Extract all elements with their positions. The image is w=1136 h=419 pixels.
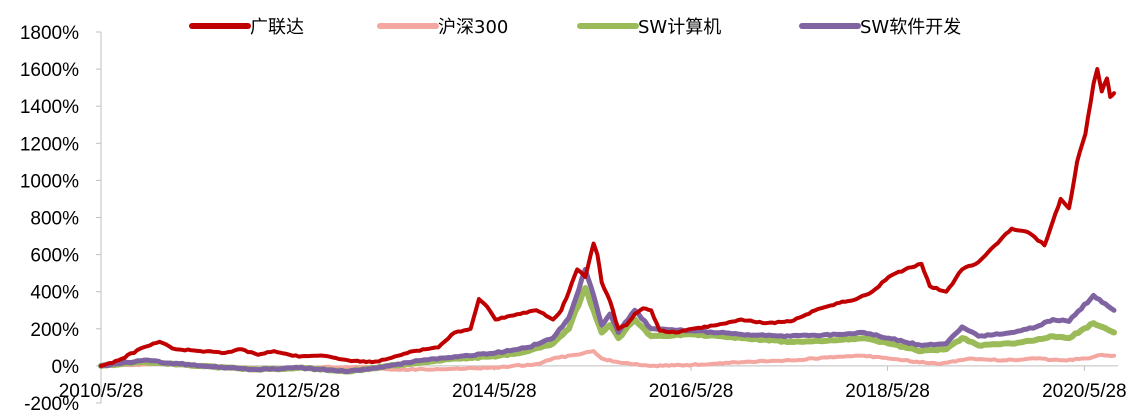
y-tick-label: 0% [52,357,80,378]
y-tick-label: 400% [30,283,79,304]
y-tick-label: -200% [24,394,79,415]
y-tick-label: 1400% [20,97,79,118]
axes [100,32,1118,403]
series-line-3 [98,266,1117,374]
x-tick-label: 2016/5/28 [649,381,734,402]
x-tick-label: 2010/5/28 [59,381,144,402]
y-tick-label: 600% [30,246,79,267]
legend: 广联达 沪深300 SW计算机 SW软件开发 [189,17,961,38]
y-tick-label: 1000% [20,171,79,192]
y-axis-ticks: -200% 0% 200% 400% 600% 800% 1000% 1200% 1400% 16… [20,23,101,415]
x-axis-ticks: 2010/5/28 2012/5/28 2014/5/28 2016/5/28 2018… [59,365,1127,402]
y-tick-label: 1600% [20,60,79,81]
series-layer [98,67,1117,375]
y-tick-label: 800% [30,209,79,230]
x-tick-label: 2012/5/28 [256,381,341,402]
series-line-0 [99,67,1116,368]
x-tick-label: 2018/5/28 [845,381,930,402]
y-tick-label: 1800% [20,23,79,44]
x-tick-label: 2014/5/28 [452,381,537,402]
x-tick-label: 2020/5/28 [1042,381,1127,402]
y-tick-label: 1200% [20,134,79,155]
legend-label: 沪深300 [438,17,508,38]
legend-label: 广联达 [250,17,304,38]
y-tick-label: 200% [30,320,79,341]
legend-label: SW计算机 [638,17,721,38]
legend-label: SW软件开发 [860,17,961,38]
